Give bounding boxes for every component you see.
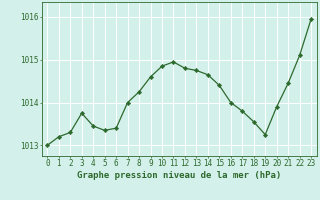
X-axis label: Graphe pression niveau de la mer (hPa): Graphe pression niveau de la mer (hPa) <box>77 171 281 180</box>
